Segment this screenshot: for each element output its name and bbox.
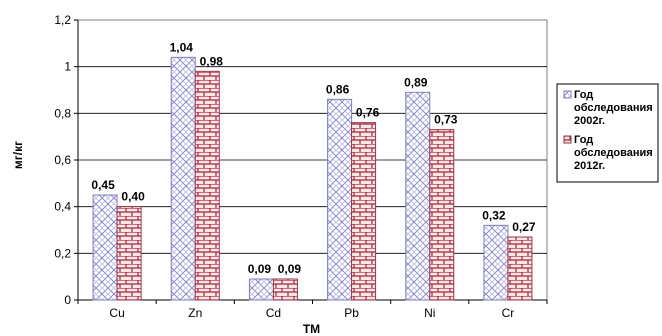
- bar: [272, 278, 298, 301]
- legend-swatch: [563, 90, 572, 99]
- data-label: 0,09: [248, 262, 272, 276]
- data-label: 0,40: [121, 190, 145, 204]
- x-tick-label: Cu: [109, 306, 124, 320]
- data-label: 0,98: [200, 54, 224, 68]
- legend-entry-label: 2012г.: [574, 160, 605, 172]
- bar: [248, 278, 274, 301]
- legend-entry-label: обследования: [574, 147, 653, 159]
- legend-entry-label: обследования: [574, 102, 653, 114]
- bar: [92, 194, 118, 301]
- data-label: 0,76: [356, 106, 380, 120]
- bar: [327, 98, 353, 301]
- data-label: 0,73: [434, 113, 458, 127]
- y-tick-label: 0: [64, 293, 71, 307]
- data-label: 0,45: [91, 178, 115, 192]
- legend-box: [556, 83, 659, 183]
- data-label: 0,89: [404, 75, 428, 89]
- bar: [351, 122, 377, 301]
- x-tick-label: Cd: [266, 306, 281, 320]
- legend-entry-label: Год: [574, 89, 593, 101]
- x-tick-label: Cr: [502, 306, 515, 320]
- y-tick-label: 0,4: [54, 200, 71, 214]
- y-tick-label: 1: [64, 60, 71, 74]
- y-tick-label: 0,8: [54, 106, 71, 120]
- bar: [116, 206, 142, 301]
- legend-entry-label: 2002г.: [574, 115, 605, 127]
- y-axis-title: мг/кг: [11, 141, 25, 169]
- x-tick-label: Zn: [188, 306, 202, 320]
- data-label: 0,09: [278, 262, 302, 276]
- x-tick-label: Ni: [424, 306, 435, 320]
- legend-swatch: [563, 135, 572, 144]
- data-label: 0,86: [326, 82, 350, 96]
- data-label: 1,04: [170, 40, 194, 54]
- legend: Годобследования2002г.Годобследования2012…: [556, 83, 659, 183]
- x-axis-title: ТМ: [303, 322, 320, 336]
- bar: [483, 224, 509, 301]
- y-tick-label: 0,6: [54, 153, 71, 167]
- bar: [429, 129, 455, 301]
- y-tick-label: 1,2: [54, 13, 71, 27]
- data-label: 0,27: [512, 220, 536, 234]
- bar: [170, 56, 196, 301]
- bar: [507, 236, 533, 301]
- x-tick-label: Pb: [344, 306, 359, 320]
- bar: [405, 91, 431, 301]
- bar: [194, 70, 220, 301]
- legend-entry-label: Год: [574, 134, 593, 146]
- y-tick-label: 0,2: [54, 246, 71, 260]
- data-label: 0,32: [482, 208, 506, 222]
